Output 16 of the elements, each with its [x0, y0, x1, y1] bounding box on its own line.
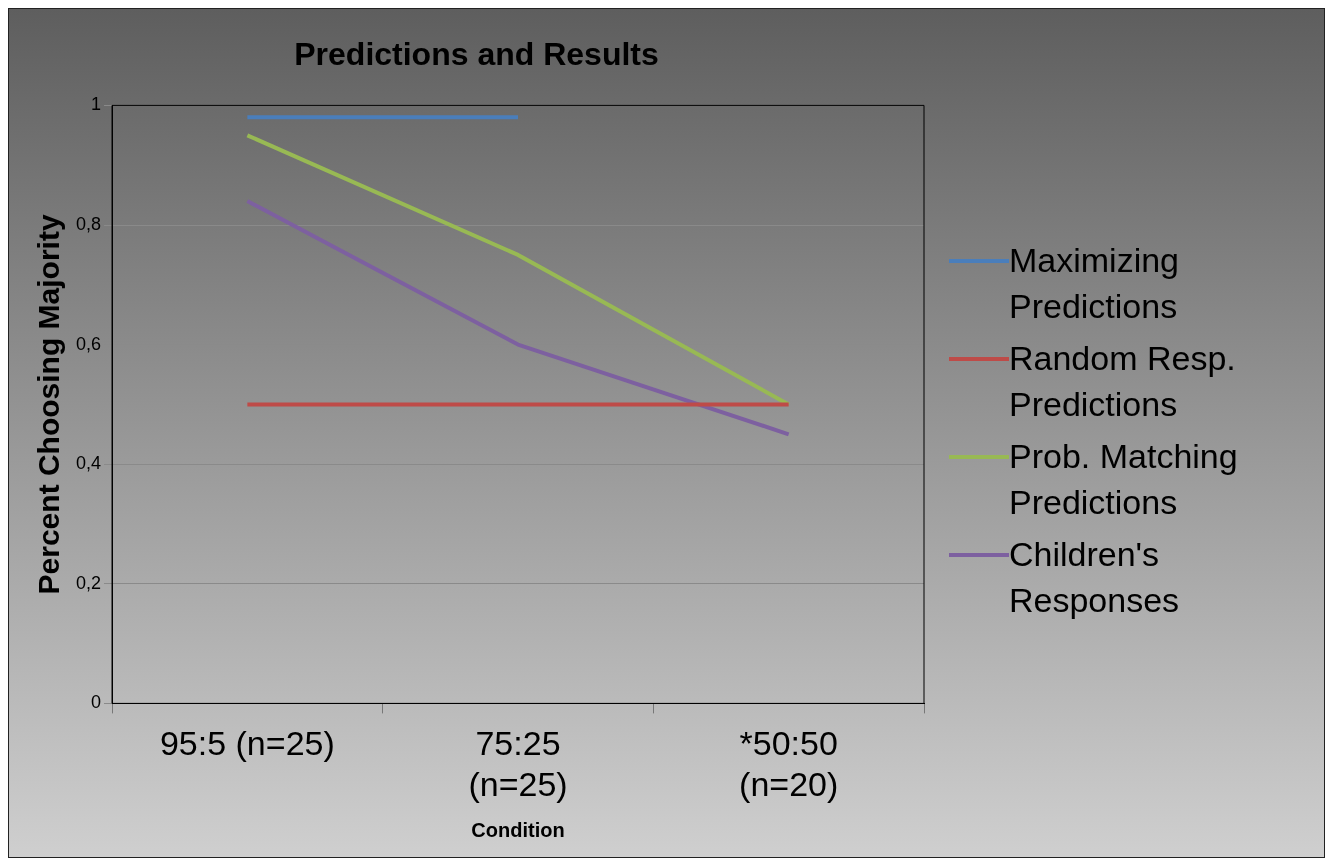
x-tick-label: *50:50 (n=20)	[739, 724, 839, 803]
x-tick-label: 95:5 (n=25)	[159, 724, 335, 763]
legend-label: Prob. Matching Predictions	[1009, 436, 1239, 523]
legend-label: Children's Responses	[1009, 534, 1181, 621]
chart-title: Predictions and Results	[294, 36, 659, 73]
y-tick-label: 0,4	[75, 453, 102, 474]
x-tick-label: 75:25 (n=25)	[468, 724, 568, 803]
y-tick-label: 0,2	[75, 572, 102, 593]
legend-label: Maximizing Predictions	[1009, 240, 1181, 327]
y-axis-title: Percent Choosing Majority	[32, 214, 66, 595]
legend-label: Random Resp. Predictions	[1009, 338, 1237, 425]
y-tick-label: 0,8	[75, 213, 102, 234]
y-tick-label: 0	[91, 692, 102, 713]
y-tick-label: 0,6	[75, 333, 102, 354]
x-axis-title: Condition	[471, 818, 565, 841]
y-tick-label: 1	[91, 94, 102, 115]
